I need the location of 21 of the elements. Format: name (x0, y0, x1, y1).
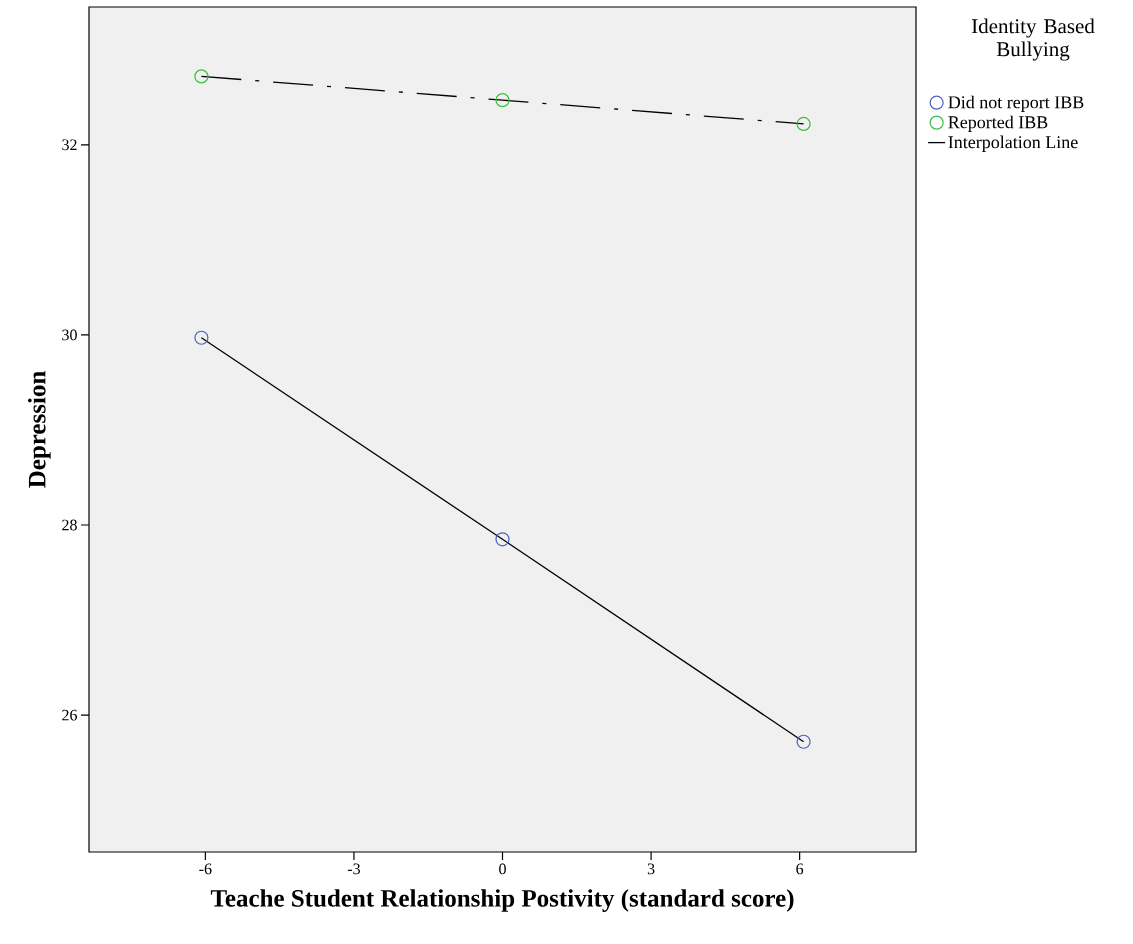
point (495, 93, 510, 108)
y-tick-label: 26 (62, 709, 78, 721)
legend-label: Reported IBB (948, 115, 1048, 132)
point (194, 330, 209, 345)
x-tick-label: 3 (647, 863, 655, 875)
legend-label: Did not report IBB (948, 95, 1084, 112)
point (796, 116, 811, 131)
x-tick-label: -3 (347, 863, 360, 875)
legend-label: Interpolation Line (948, 135, 1078, 152)
legend-title: Identity Based Bullying (971, 18, 1095, 61)
y-axis-title: Depression (27, 371, 51, 488)
x-tick-label: 6 (796, 863, 804, 875)
x-tick-label: -6 (199, 863, 212, 875)
point (495, 532, 510, 547)
y-tick-label: 32 (62, 139, 77, 151)
point (194, 69, 209, 84)
x-axis-title: Teache Student Relationship Postivity (standard score) (210, 889, 794, 912)
point (796, 734, 811, 749)
x-tick-label: 0 (499, 863, 506, 875)
y-tick-label: 28 (62, 519, 77, 531)
y-tick-label: 30 (62, 329, 77, 341)
